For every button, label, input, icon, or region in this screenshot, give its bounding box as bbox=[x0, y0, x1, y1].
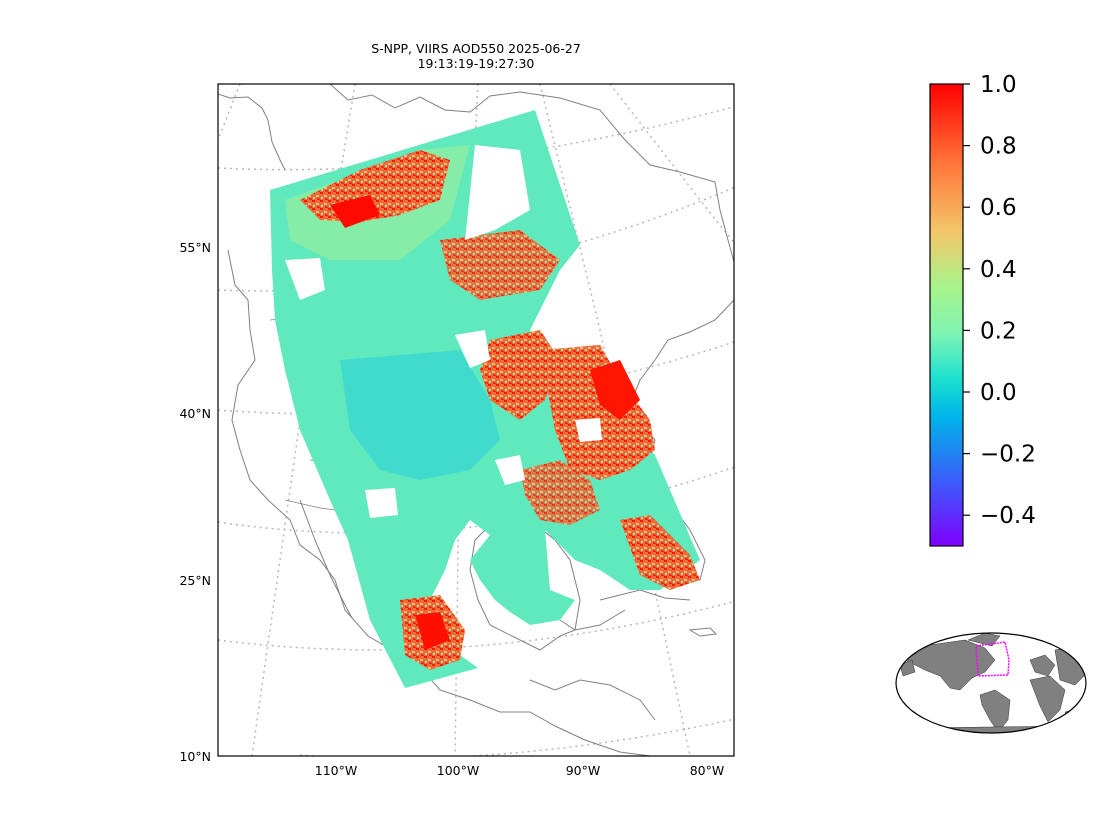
inset-europe bbox=[1029, 654, 1056, 677]
baja-california bbox=[299, 499, 353, 619]
inset-globe-outline bbox=[895, 632, 1087, 734]
inset-africa bbox=[1029, 675, 1066, 723]
smoke-plume-florida bbox=[620, 515, 700, 590]
colorbar-ramp bbox=[929, 83, 964, 547]
colorbar-tick-label: 0.6 bbox=[980, 195, 1017, 221]
colorbar: 1.0 0.8 0.6 0.4 0.2 0.0 −0.2 −0.4 bbox=[929, 72, 1036, 547]
lat-label-10: 10°N bbox=[179, 749, 211, 764]
arctic-coast bbox=[329, 84, 734, 263]
smoke-core-mexico bbox=[415, 612, 450, 650]
lon-label-100: 100°W bbox=[437, 763, 479, 778]
parallel-65 bbox=[218, 105, 734, 171]
smoke-plume-east bbox=[540, 345, 655, 480]
gap-lake bbox=[455, 330, 490, 368]
lon-label-90: 90°W bbox=[566, 763, 601, 778]
colorbar-tick-label: 1.0 bbox=[980, 72, 1017, 98]
gap-hudson-bay bbox=[465, 145, 530, 240]
colorbar-tick-label: −0.4 bbox=[980, 503, 1036, 529]
map-title: S-NPP, VIIRS AOD550 2025-06-27 19:13:19-… bbox=[218, 41, 734, 71]
colorbar-tick-label: 0.4 bbox=[980, 257, 1017, 283]
yucatan bbox=[559, 609, 626, 631]
colorbar-tick-label: −0.2 bbox=[980, 442, 1036, 468]
parallel-25 bbox=[218, 600, 734, 651]
smoke-plume-great-lakes bbox=[480, 330, 560, 420]
smoke-core-north bbox=[330, 195, 380, 228]
lat-label-55: 55°N bbox=[179, 240, 211, 255]
cuba bbox=[599, 589, 691, 601]
aod-swath bbox=[270, 110, 700, 688]
parallel-15 bbox=[299, 718, 734, 756]
colorbar-tick-label: 0.2 bbox=[980, 318, 1017, 344]
gap-appalachia bbox=[575, 418, 602, 442]
smoke-plume-southeast bbox=[520, 460, 600, 525]
inset-locator-map bbox=[895, 632, 1087, 734]
lat-label-25: 25°N bbox=[179, 573, 211, 588]
smoke-plume-ontario bbox=[440, 230, 560, 300]
swath-low-aod-region bbox=[340, 350, 500, 480]
gap-west bbox=[285, 258, 325, 300]
latitude-labels: 55°N 40°N 25°N 10°N bbox=[179, 240, 211, 764]
map-frame bbox=[217, 83, 735, 757]
gap-mid-south bbox=[495, 455, 525, 485]
title-line-1: S-NPP, VIIRS AOD550 2025-06-27 bbox=[371, 41, 581, 56]
meridian-90 bbox=[539, 84, 691, 756]
longitude-labels: 110°W 100°W 90°W 80°W bbox=[315, 763, 724, 778]
colorbar-tick-label: 0.8 bbox=[980, 134, 1017, 160]
hispaniola bbox=[688, 627, 718, 637]
lon-label-80: 80°W bbox=[690, 763, 725, 778]
meridian-120 bbox=[218, 84, 241, 141]
inset-greenland bbox=[967, 633, 1001, 647]
map-panel bbox=[217, 83, 735, 757]
gap-southwest bbox=[365, 488, 398, 518]
inset-south-america bbox=[979, 689, 1011, 733]
meridian-80 bbox=[609, 84, 734, 244]
alaska-coast bbox=[218, 93, 286, 171]
title-line-2: 19:13:19-19:27:30 bbox=[417, 56, 535, 71]
inset-extent-box bbox=[975, 641, 1010, 677]
inset-antarctica bbox=[914, 725, 1071, 733]
colorbar-ticks: 1.0 0.8 0.6 0.4 0.2 0.0 −0.2 −0.4 bbox=[963, 72, 1036, 529]
colorbar-tick-label: 0.0 bbox=[980, 380, 1017, 406]
lat-label-40: 40°N bbox=[179, 406, 211, 421]
smoke-core-east bbox=[590, 360, 640, 420]
central-america bbox=[529, 679, 656, 721]
lon-label-110: 110°W bbox=[315, 763, 357, 778]
parallel-55 bbox=[218, 186, 734, 292]
